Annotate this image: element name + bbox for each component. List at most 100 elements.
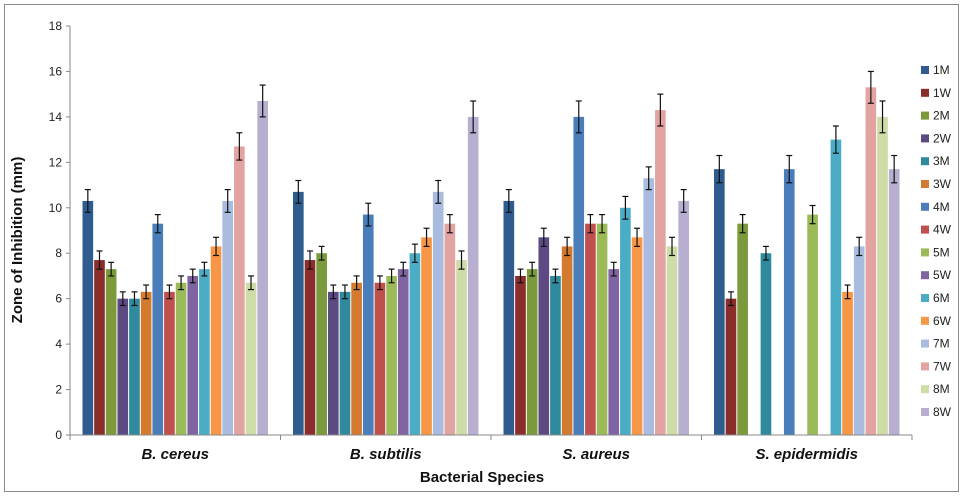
legend-label: 4W — [933, 223, 952, 237]
bar — [374, 282, 386, 435]
legend-label: 8W — [933, 405, 952, 419]
bar — [421, 237, 432, 435]
legend-swatch — [921, 111, 929, 120]
bar — [82, 200, 94, 435]
bar — [561, 246, 573, 435]
y-tick-label: 2 — [55, 383, 62, 397]
bar — [152, 223, 164, 435]
bar — [444, 223, 456, 435]
bar — [94, 260, 105, 435]
bar — [362, 214, 374, 435]
legend-swatch — [921, 362, 929, 371]
chart-frame — [4, 4, 959, 492]
bar — [164, 291, 175, 435]
y-tick-label: 6 — [55, 292, 62, 306]
legend-swatch — [921, 180, 929, 188]
legend-swatch — [921, 134, 929, 143]
bar — [655, 110, 666, 436]
y-tick-label: 14 — [49, 110, 63, 124]
bar — [888, 169, 900, 435]
bar — [316, 253, 327, 435]
y-tick-label: 8 — [55, 246, 62, 260]
category-label: S. epidermidis — [755, 446, 858, 463]
legend-label: 5M — [933, 245, 950, 259]
bar — [503, 200, 515, 435]
bar — [386, 275, 397, 435]
legend-label: 8M — [933, 382, 950, 396]
bar — [293, 191, 304, 435]
legend-label: 7M — [933, 337, 950, 351]
bar — [760, 253, 772, 435]
legend-swatch — [921, 271, 929, 280]
legend-swatch — [921, 408, 929, 416]
bar — [842, 291, 853, 435]
category-label: S. aureus — [562, 446, 630, 463]
bar — [865, 87, 877, 435]
bar — [526, 269, 538, 435]
bar — [257, 100, 268, 435]
legend-swatch — [921, 316, 929, 325]
legend-label: 6W — [933, 314, 952, 328]
y-axis-label: Zone of Inhibition (mm) — [9, 157, 26, 324]
bar — [187, 275, 199, 435]
legend-label: 6M — [933, 291, 950, 305]
bar — [830, 139, 842, 435]
legend: 1M 1W 2M 2W 3M 3W 4M 4W 5M 5W 6M 6W 7M 7W 8M 8W — [921, 63, 952, 419]
legend-label: 4M — [933, 200, 950, 214]
x-axis-label: Bacterial Species — [420, 469, 544, 486]
bar — [456, 260, 467, 435]
bar — [129, 298, 140, 435]
y-tick-label: 16 — [49, 64, 63, 78]
bar — [585, 223, 596, 435]
bar — [678, 200, 689, 435]
legend-label: 5W — [933, 268, 952, 282]
legend-swatch — [921, 88, 929, 97]
bar — [351, 282, 362, 435]
bar — [467, 116, 479, 435]
bar — [210, 246, 222, 435]
bar — [327, 291, 339, 435]
category-label: B. cereus — [141, 446, 209, 463]
bar — [105, 269, 117, 435]
bar — [397, 269, 409, 435]
legend-label: 3W — [933, 177, 952, 191]
bar — [853, 246, 865, 435]
legend-label: 2M — [933, 109, 950, 123]
bar — [538, 237, 550, 435]
legend-swatch — [921, 66, 929, 74]
y-tick-label: 12 — [49, 155, 63, 169]
bar — [304, 260, 316, 435]
bar — [608, 269, 620, 435]
legend-swatch — [921, 339, 929, 348]
legend-label: 1W — [933, 86, 952, 100]
legend-label: 2W — [933, 131, 952, 145]
bar — [175, 282, 187, 435]
legend-swatch — [921, 225, 929, 234]
bar — [222, 200, 234, 435]
y-tick-label: 18 — [49, 19, 63, 33]
legend-swatch — [921, 385, 929, 394]
bar — [234, 146, 245, 435]
category-labels: B. cereus B. subtilis S. aureus S. epidermi… — [69, 435, 913, 463]
bars-group — [82, 70, 900, 436]
bar — [666, 246, 678, 435]
y-tick-label: 10 — [49, 201, 63, 215]
legend-label: 3M — [933, 154, 950, 168]
bar — [714, 169, 725, 435]
y-tick-label: 0 — [55, 428, 62, 442]
bar — [596, 223, 608, 435]
bar — [643, 178, 655, 435]
bar — [783, 169, 795, 435]
legend-label: 1M — [933, 63, 950, 77]
legend-swatch — [921, 157, 929, 166]
bar — [631, 237, 643, 435]
y-axis-ticks: 0 2 4 6 8 10 12 14 16 18 — [49, 19, 70, 442]
bar — [515, 275, 526, 435]
legend-swatch — [921, 294, 929, 302]
bar — [199, 269, 210, 435]
legend-label: 7W — [933, 359, 952, 373]
bar — [432, 191, 444, 435]
bar — [550, 275, 561, 435]
bar — [339, 291, 351, 435]
legend-swatch — [921, 202, 929, 211]
